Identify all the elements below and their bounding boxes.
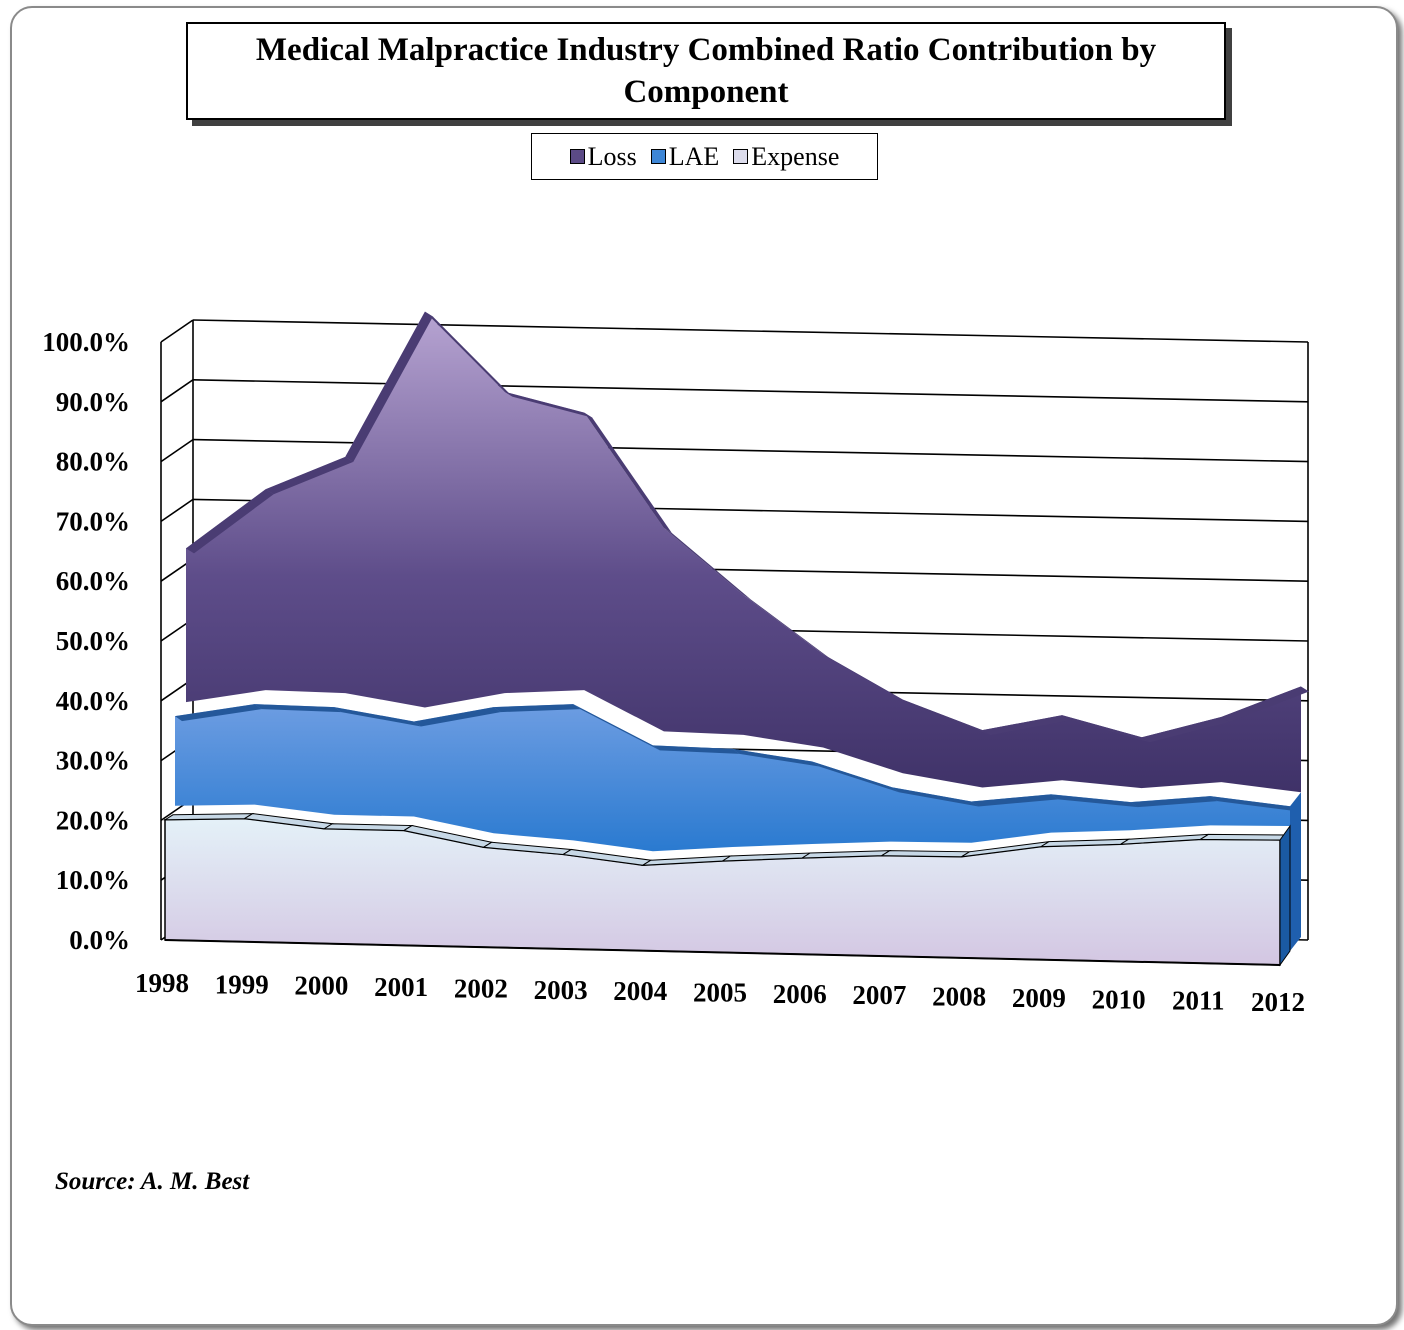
chart-axes: 0.0% 10.0% 20.0% 30.0% 40.0% 50.0% 60.0% 70.0% 8…: [42, 327, 1305, 1017]
gridline-side: [160, 498, 194, 523]
legend-item-expense: Expense: [733, 142, 839, 172]
y-tick-label: 20.0%: [56, 805, 130, 835]
y-tick-label: 50.0%: [56, 626, 130, 656]
y-tick-label: 30.0%: [56, 746, 130, 776]
x-tick-label: 1999: [215, 969, 269, 999]
legend-swatch-loss: [569, 149, 585, 164]
area-loss-rim: [1221, 686, 1309, 722]
area-lae-rim: [1130, 796, 1218, 808]
area-lae: [175, 704, 1290, 852]
area-expense-rim: [322, 823, 414, 832]
chart-areas: [163, 311, 1309, 967]
x-tick-label: 2003: [534, 975, 588, 1005]
chart-title-line-2: Component: [623, 74, 789, 110]
x-tick-label: 2004: [613, 976, 667, 1006]
area-loss-rim: [265, 456, 354, 495]
x-tick-label: 1998: [135, 968, 189, 998]
x-tick-label: 2001: [374, 972, 428, 1002]
area-lae-rim: [891, 787, 979, 807]
y-tick-label: 60.0%: [56, 566, 130, 596]
x-tick-label: 2011: [1172, 986, 1225, 1016]
area-lae-rim: [573, 704, 660, 751]
area-loss-rim: [584, 412, 672, 534]
area-lae-side: [1290, 792, 1301, 951]
area-loss-rim: [743, 595, 832, 660]
gridline-side: [160, 438, 194, 463]
area-expense-rim: [880, 850, 972, 858]
area-loss-rim: [504, 391, 593, 418]
x-tick-label: 2002: [454, 973, 508, 1003]
area-expense-side: [1279, 824, 1291, 967]
legend-item-lae: LAE: [650, 141, 720, 172]
legend-label-expense: Expense: [751, 141, 840, 171]
area-lae-rim: [175, 704, 262, 722]
legend-label-lae: LAE: [668, 141, 720, 171]
area-lae-rim: [254, 704, 342, 713]
area-lae-rim: [493, 704, 581, 713]
area-expense-rim: [163, 813, 255, 821]
gridline-side: [160, 379, 194, 403]
legend-label-loss: Loss: [587, 141, 637, 171]
gridline-back: [192, 319, 1309, 343]
legend-swatch-expense: [733, 149, 749, 164]
x-tick-label: 2009: [1012, 983, 1066, 1013]
gridline-side: [160, 319, 194, 343]
area-lae-rim: [652, 745, 740, 754]
area-lae-rim: [812, 761, 899, 793]
x-tick-label: 2000: [294, 971, 348, 1001]
area-lae-rim: [1051, 794, 1138, 808]
area-loss-rim: [982, 715, 1071, 736]
area-lae-rim: [732, 748, 820, 767]
chart-title-box: Medical Malpractice Industry Combined Ra…: [186, 22, 1226, 120]
y-tick-label: 80.0%: [56, 447, 130, 477]
area-lae-rim: [1210, 796, 1297, 812]
area-loss-rim: [663, 528, 752, 601]
x-tick-label: 2007: [852, 980, 906, 1010]
x-tick-label: 2006: [773, 979, 827, 1009]
area-loss-rim: [1062, 715, 1150, 743]
x-tick-label: 2008: [932, 982, 986, 1012]
legend-swatch-lae: [650, 149, 666, 164]
y-tick-label: 10.0%: [56, 865, 130, 895]
floor-edge: [164, 939, 1281, 966]
area-lae-rim: [413, 707, 501, 727]
area-lae-rim: [334, 707, 421, 727]
chart-title: Medical Malpractice Industry Combined Ra…: [242, 29, 1170, 113]
y-tick-label: 0.0%: [69, 925, 130, 955]
x-tick-label: 2010: [1092, 984, 1146, 1014]
chart-title-line-1: Medical Malpractice Industry Combined Ra…: [255, 32, 1157, 68]
y-tick-label: 100.0%: [42, 327, 130, 357]
x-tick-label: 2012: [1251, 987, 1305, 1017]
area-loss-rim: [902, 699, 991, 736]
area-lae-rim: [971, 794, 1059, 807]
y-tick-label: 40.0%: [56, 686, 130, 716]
area-loss-rim: [186, 489, 274, 554]
y-tick-label: 70.0%: [56, 506, 130, 536]
area-loss-rim: [424, 311, 513, 397]
x-tick-label: 2005: [693, 978, 747, 1008]
gridline-back: [192, 379, 1309, 403]
source-note: Source: A. M. Best: [55, 1168, 250, 1195]
chart-legend: Loss LAE Expense: [531, 133, 878, 180]
area-loss-rim: [1141, 716, 1230, 743]
legend-item-loss: Loss: [569, 141, 637, 172]
y-tick-label: 90.0%: [56, 387, 130, 417]
area-expense-rim: [1198, 833, 1290, 841]
area-loss-rim: [345, 311, 433, 462]
area-loss-rim: [823, 654, 911, 705]
area-loss: [186, 311, 1301, 793]
